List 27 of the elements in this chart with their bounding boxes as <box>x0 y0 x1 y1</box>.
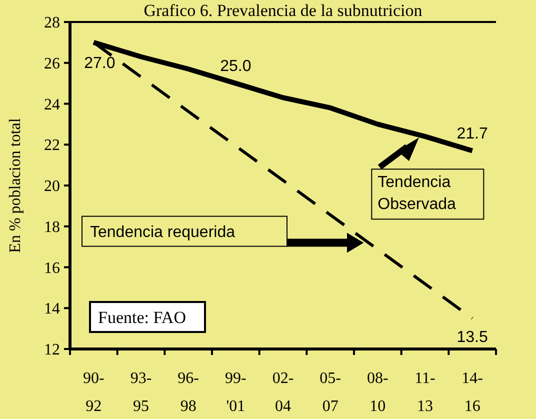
annotation: Tendencia Observada <box>378 174 456 214</box>
chart-title: Grafico 6. Prevalencia de la subnutricion <box>144 1 423 20</box>
x-tick-label: 05- 07 <box>320 370 341 415</box>
data-label: 27.0 <box>84 55 116 72</box>
x-tick-label: 14- 16 <box>462 370 483 415</box>
y-axis-title: En % poblacion total <box>7 118 24 253</box>
x-tick-label: 11- 13 <box>414 370 436 415</box>
x-tick-label: 90- 92 <box>83 370 104 415</box>
y-tick-label: 26 <box>44 55 60 72</box>
annotation: Fuente: FAO <box>98 308 186 327</box>
y-tick-label: 18 <box>44 218 60 236</box>
x-tick-label: 93- 95 <box>130 370 152 415</box>
annotation: Tendencia requerida <box>90 224 236 241</box>
x-tick-label: 99- '01 <box>225 370 246 415</box>
y-tick-label: 22 <box>44 137 60 154</box>
y-tick-label: 24 <box>44 96 60 114</box>
y-tick-label: 16 <box>44 260 60 277</box>
x-tick-label: 02- 04 <box>272 370 294 415</box>
y-tick-label: 14 <box>44 300 60 318</box>
data-label: 25.0 <box>220 58 252 75</box>
y-tick-label: 20 <box>44 178 60 196</box>
x-tick-label: 96- 98 <box>178 370 199 415</box>
x-tick-label: 08- 10 <box>367 370 388 415</box>
data-label: 21.7 <box>456 125 488 142</box>
y-tick-label: 28 <box>44 14 60 32</box>
data-label: 13.5 <box>456 328 488 346</box>
y-tick-label: 12 <box>44 342 60 359</box>
